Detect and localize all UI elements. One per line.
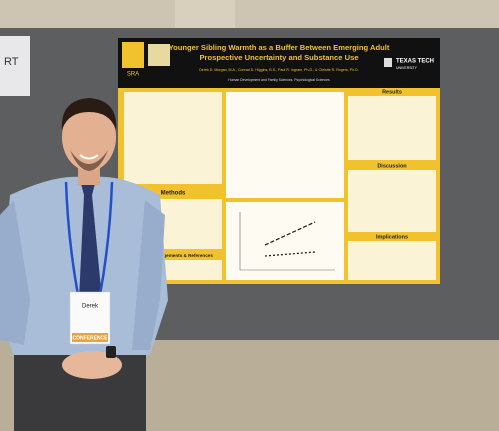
badge-ribbon-text: CONFERENCE (72, 335, 108, 341)
sign (0, 36, 30, 96)
sleeve (132, 200, 165, 350)
face (62, 103, 116, 171)
discussion-box (348, 170, 436, 232)
table-box (226, 92, 344, 198)
sleeve (0, 200, 30, 345)
acknowledgements-heading: Acknowledgements & References (139, 253, 213, 258)
intro-box (124, 92, 222, 184)
logo-right: TEXAS TECH (396, 59, 434, 65)
badge-ribbon (72, 333, 108, 342)
badge-name: Derek (82, 304, 99, 310)
implications-box (348, 241, 436, 280)
beard (70, 150, 108, 171)
graph-line (264, 251, 316, 257)
poster-title: Younger Sibling Warmth as a Buffer Betwe… (169, 43, 390, 52)
logo-right-sub: UNIVERSITY (396, 66, 418, 70)
smile (79, 154, 99, 160)
graph-line (264, 221, 316, 246)
logo-left-mark (122, 42, 144, 68)
discussion-heading: Discussion (377, 163, 407, 169)
poster-title: Prospective Uncertainty and Substance Us… (199, 53, 358, 62)
hands (62, 351, 122, 379)
logo-mid (148, 44, 170, 66)
results-box (348, 96, 436, 160)
references-box (158, 260, 222, 280)
logo-right-mark (384, 58, 392, 67)
graph-box (226, 202, 344, 280)
logo-left: SRA (127, 72, 139, 78)
poster-affiliation: Human Development and Family Sciences, P… (228, 78, 330, 82)
sign-text: RT (4, 56, 19, 68)
lanyard (64, 181, 80, 296)
watch (106, 346, 116, 358)
results-heading: Results (382, 89, 402, 95)
poster-authors: Derek D. Morgan, M.A., Conrad D. Higgins… (199, 68, 359, 72)
methods-heading: Methods (161, 191, 186, 197)
lanyard (98, 181, 114, 296)
implications-heading: Implications (376, 234, 408, 240)
hair (61, 98, 117, 130)
